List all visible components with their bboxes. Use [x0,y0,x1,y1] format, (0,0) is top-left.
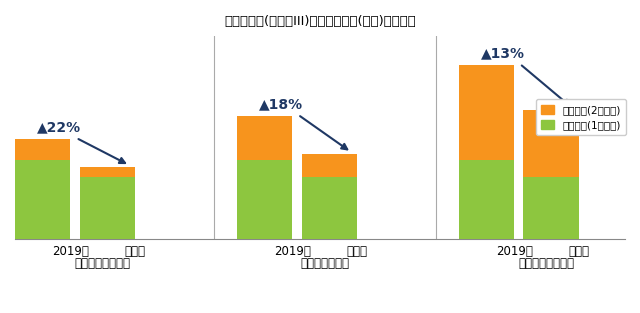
Bar [80,177,135,239]
Bar [15,139,70,160]
Bar [524,110,579,177]
Bar [524,177,579,239]
Bar [459,160,514,239]
Text: 平均の半分の世帯: 平均の半分の世帯 [75,257,131,270]
Bar [237,116,292,160]
Text: 平均の２倍の世帯: 平均の２倍の世帯 [518,257,575,270]
Bar [237,160,292,239]
Text: ▲18%: ▲18% [259,97,303,111]
Bar [301,154,357,177]
Text: ▲22%: ▲22% [37,120,81,134]
Text: ▲13%: ▲13% [481,46,525,60]
Text: 平均賃金の世帯: 平均賃金の世帯 [300,257,349,270]
Bar [301,177,357,239]
Bar [459,65,514,160]
Bar [80,167,135,177]
Legend: 厚生年金(2階部分), 基礎年金(1階部分): 厚生年金(2階部分), 基礎年金(1階部分) [536,100,626,136]
Title: 【経済成長(ケースIII)・出生率維持(中位)の場合】: 【経済成長(ケースIII)・出生率維持(中位)の場合】 [224,15,416,28]
Bar [15,160,70,239]
